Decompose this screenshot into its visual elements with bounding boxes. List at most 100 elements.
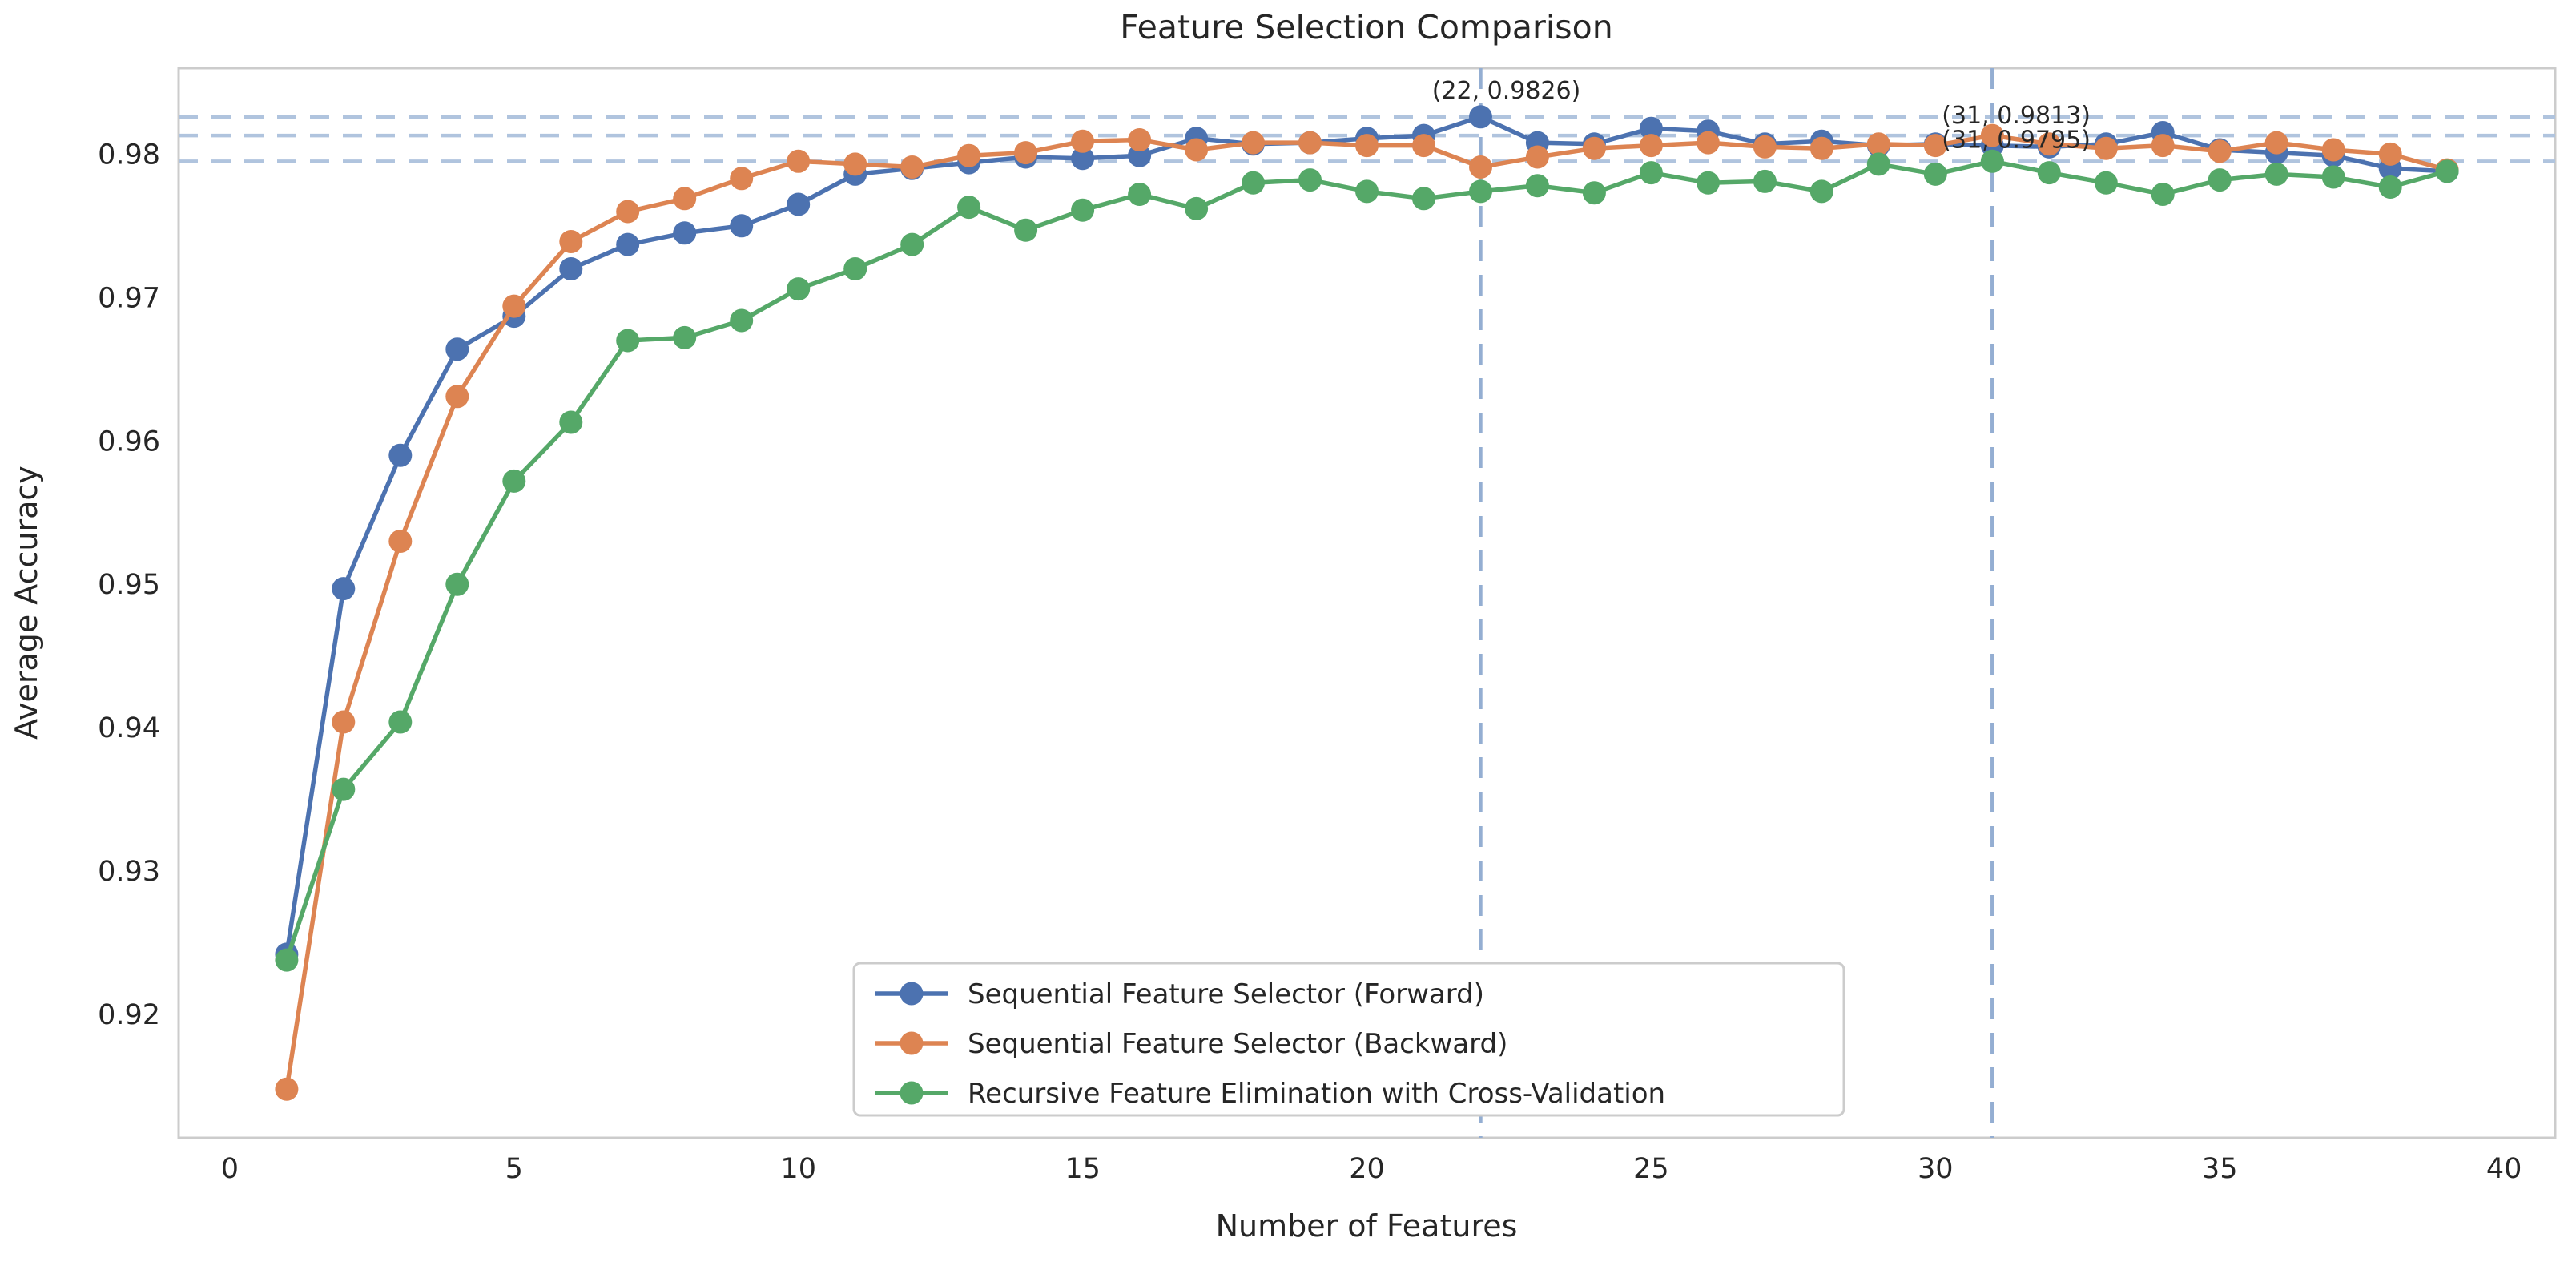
y-tick-label: 0.98 bbox=[98, 139, 160, 171]
data-point-marker bbox=[730, 308, 754, 333]
y-tick-label: 0.96 bbox=[98, 425, 160, 458]
data-point-marker bbox=[388, 530, 413, 553]
data-point-marker bbox=[1298, 131, 1322, 155]
x-tick-label: 40 bbox=[2486, 1153, 2522, 1185]
data-point-marker bbox=[2208, 168, 2232, 192]
data-point-marker bbox=[1639, 161, 1663, 185]
data-point-marker bbox=[2264, 162, 2288, 186]
x-tick-label: 20 bbox=[1349, 1153, 1385, 1185]
legend-label: Sequential Feature Selector (Backward) bbox=[968, 1028, 1507, 1060]
axis-ticks-group: 0 5 10 15 20 25 30 35 40 0.92 0.93 0.94 0.95 0.96 0.97… bbox=[98, 139, 2522, 1185]
y-tick-label: 0.95 bbox=[98, 569, 160, 601]
data-point-marker bbox=[1355, 179, 1379, 204]
data-point-marker bbox=[2094, 136, 2118, 160]
x-tick-label: 15 bbox=[1065, 1153, 1101, 1185]
data-point-marker bbox=[1923, 134, 1947, 158]
data-point-marker bbox=[1071, 129, 1095, 153]
data-point-marker bbox=[445, 572, 469, 596]
data-point-marker bbox=[1298, 168, 1322, 192]
x-tick-label: 10 bbox=[780, 1153, 816, 1185]
data-point-marker bbox=[275, 1077, 299, 1101]
x-tick-label: 35 bbox=[2202, 1153, 2238, 1185]
data-point-marker bbox=[1412, 134, 1435, 158]
data-point-marker bbox=[1128, 183, 1152, 206]
data-point-marker bbox=[900, 232, 924, 256]
data-point-marker bbox=[843, 152, 867, 176]
data-point-marker bbox=[388, 443, 413, 467]
data-point-marker bbox=[2264, 131, 2288, 155]
legend-box bbox=[852, 962, 1845, 1117]
y-tick-label: 0.97 bbox=[98, 282, 160, 314]
data-point-marker bbox=[673, 325, 697, 349]
data-point-marker bbox=[1185, 138, 1209, 162]
point-annotation: (22, 0.9826) bbox=[1432, 77, 1581, 105]
data-point-marker bbox=[1469, 105, 1492, 129]
data-point-marker bbox=[1866, 152, 1890, 176]
data-point-marker bbox=[332, 577, 356, 601]
data-point-marker bbox=[673, 221, 697, 245]
data-point-marker bbox=[1639, 134, 1663, 158]
data-point-marker bbox=[2208, 139, 2232, 163]
data-point-marker bbox=[957, 143, 981, 167]
data-point-marker bbox=[559, 230, 583, 253]
data-point-marker bbox=[1242, 171, 1265, 195]
annotations-group: (22, 0.9826) (31, 0.9813)(31, 0.9795) bbox=[1432, 77, 2091, 155]
data-point-marker bbox=[1809, 179, 1833, 204]
point-annotation: (31, 0.9813) bbox=[1942, 102, 2091, 130]
data-point-marker bbox=[1582, 136, 1606, 160]
data-point-marker bbox=[730, 167, 754, 191]
data-point-marker bbox=[1525, 145, 1549, 169]
data-point-marker bbox=[1355, 134, 1379, 158]
data-point-marker bbox=[900, 155, 924, 179]
data-point-marker bbox=[1809, 136, 1833, 160]
data-point-marker bbox=[275, 948, 299, 972]
data-point-marker bbox=[616, 329, 640, 353]
data-point-marker bbox=[616, 232, 640, 256]
data-point-marker bbox=[1014, 141, 1038, 165]
data-point-marker bbox=[1469, 155, 1492, 179]
data-point-marker bbox=[559, 257, 583, 280]
y-axis-label: Average Accuracy bbox=[9, 466, 44, 740]
legend-label: Recursive Feature Elimination with Cross… bbox=[968, 1078, 1665, 1110]
data-point-marker bbox=[2378, 175, 2402, 199]
data-point-marker bbox=[787, 149, 811, 173]
legend-sample-marker bbox=[900, 1031, 924, 1055]
data-point-marker bbox=[730, 214, 754, 238]
data-point-marker bbox=[502, 294, 526, 318]
data-point-marker bbox=[1866, 132, 1890, 156]
data-point-marker bbox=[1469, 179, 1492, 204]
data-point-marker bbox=[957, 196, 981, 220]
series-group bbox=[275, 105, 2459, 1101]
data-point-marker bbox=[2321, 138, 2345, 162]
chart-title: Feature Selection Comparison bbox=[1120, 8, 1612, 46]
data-point-marker bbox=[445, 337, 469, 361]
data-point-marker bbox=[1242, 131, 1265, 155]
data-point-marker bbox=[332, 777, 356, 801]
legend-sample-marker bbox=[900, 1081, 924, 1105]
y-tick-label: 0.92 bbox=[98, 999, 160, 1031]
data-point-marker bbox=[2321, 165, 2345, 189]
legend-label: Sequential Feature Selector (Forward) bbox=[968, 978, 1484, 1010]
data-point-marker bbox=[2094, 171, 2118, 195]
x-tick-label: 0 bbox=[221, 1153, 239, 1185]
data-point-marker bbox=[1923, 162, 1947, 186]
data-point-marker bbox=[787, 192, 811, 216]
legend-sample-marker bbox=[900, 982, 924, 1006]
data-point-marker bbox=[445, 385, 469, 409]
data-point-marker bbox=[559, 410, 583, 434]
data-point-marker bbox=[1128, 128, 1152, 151]
data-point-marker bbox=[1753, 135, 1777, 159]
data-point-marker bbox=[1582, 181, 1606, 205]
data-point-marker bbox=[2037, 161, 2061, 185]
legend: Sequential Feature Selector (Forward) Seq… bbox=[852, 962, 1845, 1117]
data-point-marker bbox=[2435, 159, 2459, 183]
data-point-marker bbox=[1185, 196, 1209, 220]
x-tick-label: 25 bbox=[1633, 1153, 1669, 1185]
data-point-marker bbox=[1412, 187, 1435, 211]
x-tick-label: 5 bbox=[505, 1153, 523, 1185]
data-point-marker bbox=[1753, 169, 1777, 193]
series-recursive-feature-elimination-with-cross-validation bbox=[275, 149, 2459, 972]
x-axis-label: Number of Features bbox=[1216, 1208, 1518, 1244]
data-point-marker bbox=[1696, 171, 1720, 195]
